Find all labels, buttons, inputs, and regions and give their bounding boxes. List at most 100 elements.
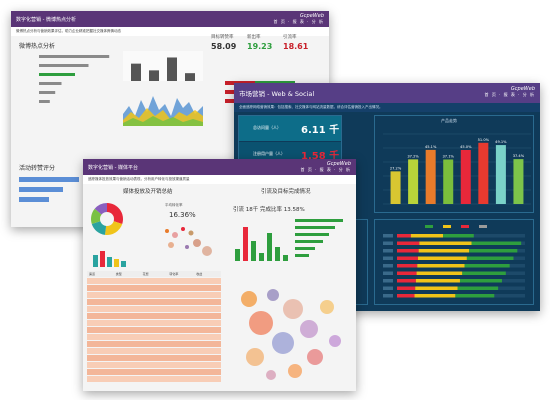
weibo-kpi-value: 18.61: [283, 42, 309, 51]
media-bubble-chart: [241, 289, 341, 380]
product-trend-data-label: 37.1%: [443, 154, 455, 158]
weibo-score-bars: [19, 177, 79, 202]
media-column-bar: [259, 253, 264, 261]
media-bubble: [272, 332, 294, 354]
media-dashboard-window: 数字化营销 - 媒体平台 GcpeWeb 首 页 · 报 表 · 分 析 追踪媒…: [83, 159, 356, 391]
product-trend-data-label: 27.2%: [390, 166, 402, 170]
market-nav[interactable]: 首 页 · 报 表 · 分 析: [484, 92, 535, 97]
weibo-section2-title: 活动转赞评分: [19, 165, 56, 172]
media-small-scatter: [165, 227, 212, 256]
media-table-row[interactable]: [87, 355, 221, 361]
media-table-row[interactable]: [87, 306, 221, 312]
product-trend-data-label: 45.0%: [460, 145, 472, 149]
weibo-kpi-value: 19.23: [247, 42, 273, 51]
media-funnel-label: 引流 18千 完成比率 13.58%: [233, 207, 305, 213]
weibo-hbar: [39, 82, 62, 85]
product-trend-data-label: 37.2%: [407, 154, 419, 158]
market-brand: GcpeWeb 首 页 · 报 表 · 分 析: [485, 86, 535, 98]
media-bubble: [241, 291, 257, 307]
product-trend-chart: 27.2% 37.2% 45.1% 37.1% 45.0% 51.0% 49.1% 37.4%: [383, 133, 531, 205]
weibo-hbar: [39, 73, 75, 76]
media-donut-chart: [91, 203, 123, 235]
media-bubble: [283, 299, 303, 319]
media-table-row[interactable]: [87, 334, 221, 340]
media-bubble: [300, 320, 318, 338]
media-bubble: [267, 289, 279, 301]
product-trend-bar: [390, 171, 401, 204]
media-table-row[interactable]: [87, 313, 221, 319]
product-trend-bar: [513, 159, 524, 204]
weibo-kpi-label: 目标转赞率: [211, 35, 234, 40]
media-column-bar: [275, 247, 280, 261]
media-rank-bars: [295, 219, 343, 257]
product-trend-bar: [460, 150, 471, 204]
media-ratio-value: 16.36%: [169, 211, 196, 219]
product-trend-bar: [443, 159, 454, 204]
media-bubble: [266, 370, 276, 380]
media-nav[interactable]: 首 页 · 报 表 · 分 析: [300, 167, 351, 172]
media-bubble: [307, 349, 323, 365]
media-table-row[interactable]: [87, 341, 221, 347]
media-table-row[interactable]: [87, 320, 221, 326]
media-column-bar: [251, 241, 256, 261]
media-column-bar: [243, 227, 248, 261]
media-mini-bars: [93, 251, 126, 267]
media-bubble: [320, 300, 334, 314]
product-trend-data-label: 37.4%: [513, 154, 525, 158]
market-brand-logo: GcpeWeb: [510, 86, 535, 92]
market-title: 市场营销 - Web & Social: [239, 90, 315, 98]
product-trend-panel: 产品走势 27.2% 37.2% 45.1% 37.1% 45.0% 51.0% 49.1%…: [374, 115, 534, 213]
weibo-hbar-chart: [39, 55, 110, 103]
product-trend-data-label: 45.1%: [425, 145, 437, 149]
media-column-bar: [235, 249, 240, 261]
weibo-bar: [185, 73, 195, 81]
media-bubble: [249, 311, 273, 335]
media-table-row[interactable]: [87, 278, 221, 284]
product-trend-bar: [425, 149, 436, 204]
metric-visits: 总访问量（人） 6.11 千: [239, 116, 341, 141]
media-table-row[interactable]: [87, 285, 221, 291]
media-title: 数字化营销 - 媒体平台: [88, 164, 138, 171]
weibo-bar: [149, 70, 159, 81]
media-column-bar: [283, 255, 288, 261]
media-right-title: 引流及目标完成情况: [261, 189, 311, 195]
weibo-bar-chart: [123, 51, 203, 81]
media-table-row[interactable]: [87, 369, 221, 375]
weibo-kpi-value: 58.09: [211, 42, 237, 51]
metric-signups-label: 注册用户量（人）: [253, 151, 285, 156]
market-stacked-panel: [374, 219, 534, 305]
media-table-row[interactable]: [87, 327, 221, 333]
media-subtitle: 追踪媒体投放效果与营销活动表现，分析用户转化与投放渠道质量: [83, 175, 356, 184]
media-table-row[interactable]: [87, 376, 221, 382]
metric-signups-value: 1.58 千: [301, 151, 340, 162]
weibo-brand-logo: GcpeWeb: [299, 13, 324, 19]
media-header: 数字化营销 - 媒体平台 GcpeWeb 首 页 · 报 表 · 分 析: [83, 159, 356, 175]
metric-visits-value: 6.11 千: [301, 125, 340, 136]
weibo-kpi-label: 引流率: [283, 35, 297, 40]
weibo-header: 数字化营销 - 微博热点分析 GcpeWeb 首 页 · 报 表 · 分 析: [11, 11, 329, 27]
media-table-row[interactable]: [87, 348, 221, 354]
market-stacked-chart: [383, 225, 525, 298]
media-table-header: 渠道 类型 花费 转化率 收益: [87, 271, 221, 277]
media-bubble: [329, 335, 341, 347]
weibo-hbar: [39, 64, 89, 67]
media-table-row[interactable]: [87, 299, 221, 305]
weibo-hbar: [39, 100, 50, 103]
weibo-brand: GcpeWeb 首 页 · 报 表 · 分 析: [274, 13, 324, 25]
weibo-bar: [131, 63, 141, 81]
weibo-area-chart: [123, 96, 203, 126]
weibo-kpi-label: 新出率: [247, 35, 261, 40]
weibo-title: 数字化营销 - 微博热点分析: [16, 16, 76, 23]
product-trend-bar: [408, 159, 419, 204]
media-brand: GcpeWeb 首 页 · 报 表 · 分 析: [301, 161, 351, 173]
weibo-subtitle: 微博热点分析与营销效果评估，助力企业精准把握社交媒体舆情动态: [11, 27, 329, 36]
market-subtitle: 全面追踪网络营销效果：包括搜索、社交媒体与网站流量数据，综合评估营销投入产出情况…: [234, 103, 540, 112]
weibo-nav[interactable]: 首 页 · 报 表 · 分 析: [273, 19, 324, 24]
weibo-section-title: 微博热点分析: [19, 43, 56, 50]
product-trend-title: 产品走势: [441, 118, 457, 123]
metric-visits-label: 总访问量（人）: [253, 125, 281, 130]
media-table-row[interactable]: [87, 362, 221, 368]
product-trend-data-label: 49.1%: [495, 140, 507, 144]
media-left-title: 媒体投放及开销总结: [123, 189, 173, 195]
media-table-row[interactable]: [87, 292, 221, 298]
